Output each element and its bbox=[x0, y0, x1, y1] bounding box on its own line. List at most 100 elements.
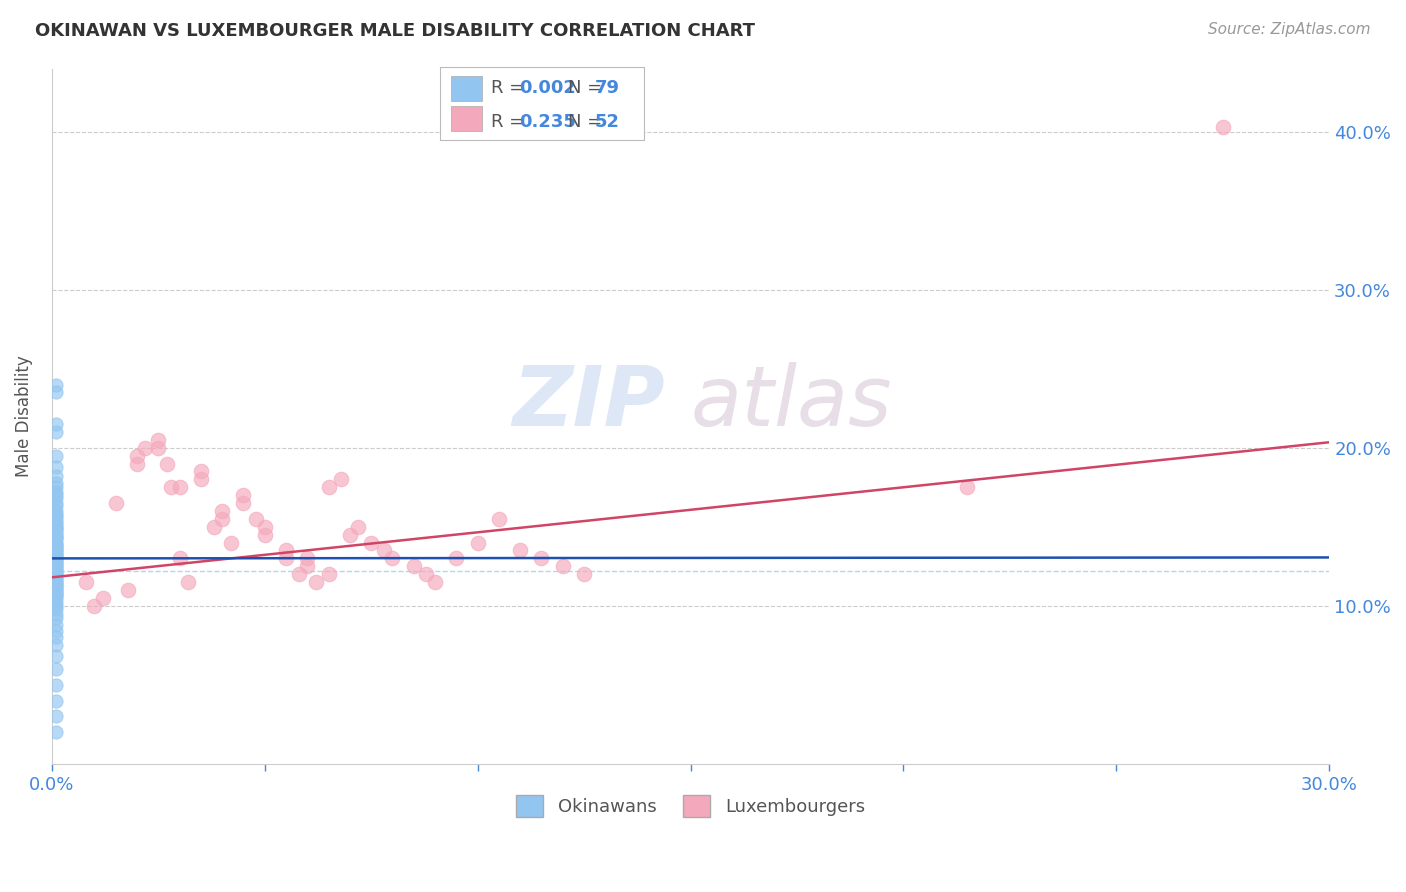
Point bbox=[83, 599, 105, 613]
Point bbox=[45, 521, 67, 535]
Point bbox=[274, 543, 297, 558]
Point bbox=[45, 475, 67, 490]
Point bbox=[45, 523, 67, 537]
Point bbox=[190, 472, 212, 486]
Point bbox=[339, 527, 361, 541]
Point bbox=[45, 556, 67, 570]
Point bbox=[467, 535, 489, 549]
Point bbox=[45, 572, 67, 586]
Point bbox=[148, 433, 170, 447]
Point bbox=[45, 631, 67, 645]
Point bbox=[45, 529, 67, 543]
Point bbox=[45, 607, 67, 621]
Point bbox=[169, 480, 191, 494]
Point bbox=[45, 508, 67, 523]
Point bbox=[45, 590, 67, 604]
Text: OKINAWAN VS LUXEMBOURGER MALE DISABILITY CORRELATION CHART: OKINAWAN VS LUXEMBOURGER MALE DISABILITY… bbox=[35, 22, 755, 40]
Point bbox=[45, 551, 67, 566]
Point bbox=[45, 561, 67, 575]
Point bbox=[232, 488, 254, 502]
Point bbox=[45, 617, 67, 632]
Point bbox=[104, 496, 127, 510]
Text: atlas: atlas bbox=[690, 362, 893, 442]
Text: 52: 52 bbox=[595, 113, 620, 131]
Text: 79: 79 bbox=[595, 79, 620, 97]
Point bbox=[160, 480, 183, 494]
Point bbox=[45, 504, 67, 518]
Text: N =: N = bbox=[568, 113, 607, 131]
Point bbox=[45, 586, 67, 600]
Point bbox=[318, 480, 340, 494]
Point bbox=[305, 575, 328, 590]
Point bbox=[45, 491, 67, 506]
Point bbox=[318, 567, 340, 582]
Point bbox=[45, 543, 67, 558]
Point bbox=[287, 567, 309, 582]
Point bbox=[190, 465, 212, 479]
Point bbox=[423, 575, 446, 590]
Point bbox=[45, 524, 67, 539]
Point bbox=[245, 512, 267, 526]
Point bbox=[45, 576, 67, 591]
Point bbox=[45, 559, 67, 574]
Point bbox=[117, 582, 139, 597]
Point bbox=[45, 678, 67, 692]
Point bbox=[45, 709, 67, 723]
Point bbox=[45, 459, 67, 474]
Point bbox=[45, 638, 67, 652]
Point bbox=[211, 512, 233, 526]
Point bbox=[45, 545, 67, 559]
Text: R =: R = bbox=[491, 113, 530, 131]
Point bbox=[125, 457, 148, 471]
Point bbox=[45, 531, 67, 545]
Point bbox=[45, 425, 67, 439]
Point bbox=[551, 559, 574, 574]
Point bbox=[45, 580, 67, 594]
Point bbox=[45, 596, 67, 610]
Text: ZIP: ZIP bbox=[512, 362, 665, 442]
Legend: Okinawans, Luxembourgers: Okinawans, Luxembourgers bbox=[509, 788, 872, 824]
Point bbox=[45, 385, 67, 400]
Point bbox=[45, 537, 67, 551]
Point bbox=[45, 516, 67, 531]
Point bbox=[45, 485, 67, 500]
Point bbox=[253, 527, 276, 541]
Point bbox=[202, 520, 225, 534]
Point bbox=[45, 469, 67, 483]
Point bbox=[75, 575, 97, 590]
Point bbox=[360, 535, 382, 549]
Point bbox=[45, 553, 67, 567]
Point bbox=[509, 543, 531, 558]
Point bbox=[45, 507, 67, 521]
Point bbox=[45, 725, 67, 739]
Point bbox=[402, 559, 425, 574]
Point bbox=[45, 693, 67, 707]
Point bbox=[45, 584, 67, 599]
Point bbox=[156, 457, 179, 471]
Point bbox=[45, 480, 67, 494]
Point bbox=[45, 488, 67, 502]
Point bbox=[381, 551, 404, 566]
Point bbox=[253, 520, 276, 534]
Point bbox=[45, 599, 67, 613]
Point bbox=[125, 449, 148, 463]
Point bbox=[415, 567, 437, 582]
Point bbox=[45, 570, 67, 584]
Point bbox=[134, 441, 156, 455]
Point bbox=[330, 472, 353, 486]
Point bbox=[45, 611, 67, 625]
Point bbox=[45, 541, 67, 556]
Point bbox=[45, 575, 67, 590]
Point bbox=[45, 417, 67, 431]
Text: N =: N = bbox=[568, 79, 607, 97]
Point bbox=[45, 649, 67, 664]
Point bbox=[956, 480, 979, 494]
Point bbox=[45, 662, 67, 676]
Point bbox=[446, 551, 468, 566]
Point bbox=[45, 549, 67, 564]
Point bbox=[297, 559, 319, 574]
Point bbox=[45, 592, 67, 607]
Point bbox=[45, 533, 67, 547]
Point bbox=[45, 555, 67, 569]
Point bbox=[45, 624, 67, 638]
